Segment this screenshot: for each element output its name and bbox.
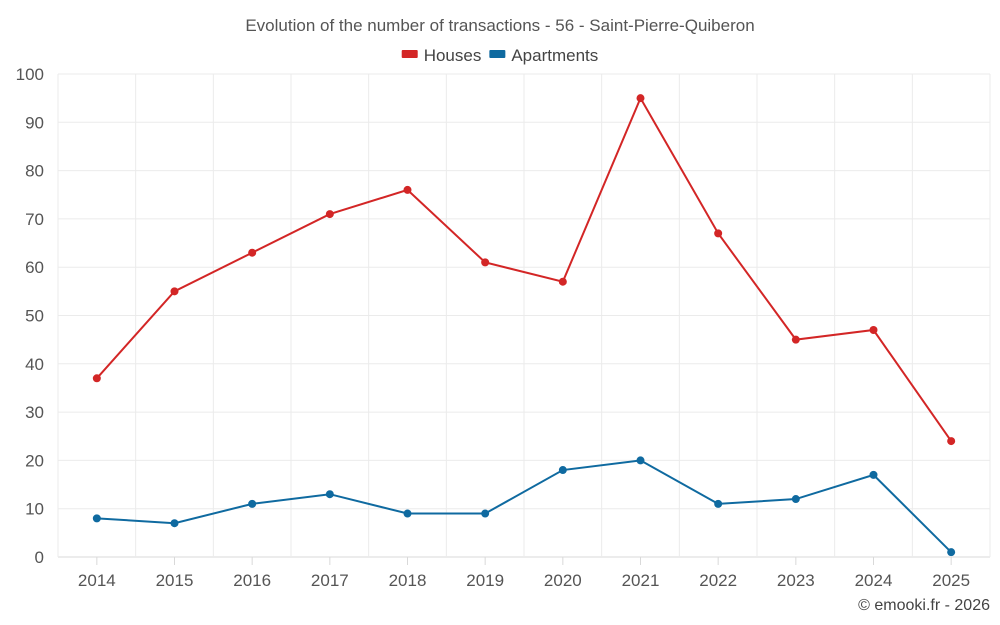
houses-point: Houses 2019: 61 <box>481 258 490 267</box>
y-tick-label: 30 <box>25 403 44 422</box>
apartments-point: Apartments 2015: 7 <box>170 519 179 528</box>
legend: Houses Apartments <box>401 46 598 65</box>
x-tick-label: 2022 <box>699 571 737 590</box>
houses-point: Houses 2020: 57 <box>558 277 567 286</box>
apartments-point: Apartments 2023: 12 <box>791 495 800 504</box>
y-tick-label: 40 <box>25 355 44 374</box>
x-tick-label: 2024 <box>855 571 893 590</box>
legend-label-houses: Houses <box>424 46 482 65</box>
apartments-line <box>96 459 952 553</box>
apartments-point: Apartments 2024: 17 <box>869 470 878 479</box>
x-tick-label: 2019 <box>466 571 504 590</box>
y-tick-label: 0 <box>35 548 44 567</box>
houses-point: Houses 2016: 63 <box>248 248 257 257</box>
chart-title: Evolution of the number of transactions … <box>245 16 754 35</box>
apartments-point: Apartments 2018: 9 <box>403 509 412 518</box>
apartments-point: Apartments 2014: 8 <box>92 514 101 523</box>
x-tick-label: 2020 <box>544 571 582 590</box>
y-tick-label: 70 <box>25 210 44 229</box>
houses-point: Houses 2017: 71 <box>325 210 334 219</box>
x-tick-label: 2018 <box>389 571 427 590</box>
x-tick-label: 2021 <box>622 571 660 590</box>
apartments-point: Apartments 2025: 1 <box>947 548 956 557</box>
houses-point: Houses 2014: 37 <box>92 374 101 383</box>
legend-item-apartments: Apartments <box>489 46 598 65</box>
y-tick-label: 100 <box>16 65 44 84</box>
apartments-point: Apartments 2022: 11 <box>714 499 723 508</box>
x-tick-label: 2023 <box>777 571 815 590</box>
y-tick-label: 50 <box>25 307 44 326</box>
x-tick-label: 2015 <box>156 571 194 590</box>
legend-swatch-houses <box>401 50 418 58</box>
apartments-point: Apartments 2017: 13 <box>325 490 334 499</box>
y-tick-label: 10 <box>25 500 44 519</box>
x-axis: 2014 2015 2016 2017 2018 2019 2020 2021 2022 2023… <box>78 557 970 590</box>
legend-swatch-apartments <box>489 50 506 58</box>
y-tick-label: 20 <box>25 451 44 470</box>
y-tick-label: 90 <box>25 113 44 132</box>
apartments-point: Apartments 2020: 18 <box>558 466 567 475</box>
credit-text: © emooki.fr - 2026 <box>858 597 990 614</box>
houses-point: Houses 2022: 67 <box>714 229 723 238</box>
houses-point: Houses 2023: 45 <box>791 335 800 344</box>
houses-line <box>96 95 952 442</box>
x-tick-label: 2016 <box>233 571 271 590</box>
series: Houses 2014: 37 Houses 2015: 55 Houses 201… <box>92 94 956 557</box>
y-tick-label: 80 <box>25 162 44 181</box>
houses-point: Houses 2021: 95 <box>636 94 645 103</box>
houses-point: Houses 2015: 55 <box>170 287 179 296</box>
apartments-point: Apartments 2021: 20 <box>636 456 645 465</box>
y-axis: 0 10 20 30 40 50 60 70 80 90 100 <box>16 65 44 567</box>
y-tick-label: 60 <box>25 258 44 277</box>
houses-point: Houses 2024: 47 <box>869 325 878 334</box>
legend-item-houses: Houses <box>401 46 482 65</box>
x-tick-label: 2014 <box>78 571 116 590</box>
legend-label-apartments: Apartments <box>511 46 598 65</box>
apartments-point: Apartments 2016: 11 <box>248 499 257 508</box>
houses-point: Houses 2018: 76 <box>403 185 412 194</box>
x-tick-label: 2017 <box>311 571 349 590</box>
x-tick-label: 2025 <box>932 571 970 590</box>
houses-point: Houses 2025: 24 <box>947 437 956 446</box>
grid <box>57 73 991 558</box>
apartments-point: Apartments 2019: 9 <box>481 509 490 518</box>
